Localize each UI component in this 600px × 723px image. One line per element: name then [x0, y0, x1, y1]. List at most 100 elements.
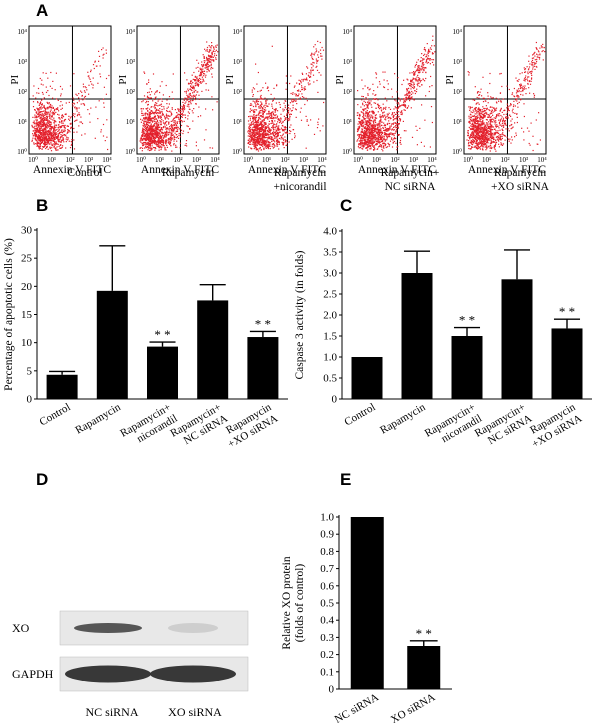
flow-dot: [392, 139, 394, 141]
flow-dot: [258, 106, 260, 108]
flow-dot: [195, 84, 197, 86]
flow-dot: [144, 143, 146, 145]
flow-dot: [169, 143, 171, 145]
flow-dot: [364, 144, 366, 146]
flow-dot: [272, 112, 274, 114]
flow-dot: [187, 96, 189, 98]
flow-dot: [41, 114, 43, 117]
flow-dot: [279, 104, 281, 106]
flow-dot: [406, 88, 408, 90]
flow-dot: [166, 130, 168, 132]
flow-dot: [78, 114, 80, 116]
flow-dot: [414, 64, 417, 66]
panel-letter-c: C: [340, 196, 353, 215]
flow-dot: [172, 134, 174, 136]
flow-dot: [412, 81, 414, 83]
flow-dot: [176, 128, 178, 130]
flow-dot: [172, 125, 174, 127]
flow-dot: [425, 55, 428, 57]
flow-dot: [414, 73, 416, 76]
flow-dot: [304, 103, 306, 106]
flow-dot: [182, 114, 184, 116]
flow-dot: [250, 130, 252, 132]
flow-dot: [39, 125, 41, 127]
flow-dot: [47, 77, 49, 79]
flow-dot: [373, 120, 375, 122]
flow-dot: [391, 137, 393, 139]
flow-dot: [289, 130, 291, 132]
flow-dot: [387, 83, 389, 85]
flow-dot: [202, 79, 204, 81]
flow-dot: [425, 59, 428, 61]
flow-dot: [51, 135, 53, 137]
flow-dot: [155, 140, 157, 142]
flow-dot: [213, 60, 215, 62]
flow-dot: [384, 145, 386, 147]
flow-dot: [274, 133, 276, 135]
flow-dot: [273, 136, 276, 138]
flow-dot: [426, 43, 428, 45]
flow-dot: [176, 130, 179, 132]
flow-dot: [260, 130, 262, 133]
flow-dot: [144, 72, 146, 74]
flow-dot: [425, 77, 427, 80]
flow-dot: [248, 146, 250, 148]
flow-dot: [44, 122, 46, 124]
flow-dot: [359, 125, 361, 127]
flow-dot: [40, 135, 42, 137]
flow-dot: [158, 145, 160, 147]
flow-dot: [403, 109, 405, 111]
flow-dot: [256, 142, 258, 144]
flow-dot: [257, 71, 259, 74]
flow-dot: [397, 134, 400, 136]
flow-dot: [361, 130, 363, 132]
flow-dot: [369, 148, 371, 150]
flow-dot: [175, 146, 177, 148]
flow-dot: [381, 140, 383, 142]
flow-dot: [363, 141, 365, 143]
flow-dot: [411, 90, 413, 93]
flow-dot: [32, 116, 34, 118]
flow-dot: [374, 116, 376, 118]
flow-dot: [60, 134, 62, 136]
flow-dot: [54, 109, 56, 111]
flow-dot: [253, 130, 255, 132]
flow-dot: [53, 139, 55, 141]
flow-dot: [284, 105, 286, 107]
flow-dot: [261, 102, 263, 104]
flow-dot: [275, 137, 277, 139]
flow-dot: [195, 141, 197, 143]
flow-dot: [162, 127, 165, 129]
flow-dot: [45, 147, 47, 150]
flow-dot: [370, 138, 372, 140]
flow-dot: [418, 77, 420, 79]
flow-dot: [366, 139, 368, 141]
flow-dot: [411, 97, 413, 99]
flow-dot: [46, 140, 49, 142]
flow-dot: [367, 101, 369, 103]
flow-dot: [33, 123, 35, 125]
flow-dot: [369, 111, 371, 113]
flow-dot: [150, 112, 153, 114]
flow-dot: [372, 116, 374, 118]
flow-dot: [105, 93, 107, 95]
flow-dot: [365, 112, 367, 114]
flow-dot: [261, 133, 264, 135]
flow-dot: [374, 130, 376, 132]
flow-dot: [362, 88, 364, 90]
flow-dot: [394, 73, 396, 75]
flow-dot: [378, 135, 380, 137]
flow-dot: [35, 117, 37, 119]
flow-dot: [53, 110, 55, 112]
flow-dot: [148, 144, 150, 146]
flow-dot: [47, 90, 49, 92]
flow-dot: [408, 90, 410, 92]
flow-dot: [288, 141, 290, 143]
flow-dot: [143, 71, 145, 73]
flow-dot: [45, 113, 47, 115]
flow-dot: [364, 126, 366, 128]
flow-dot: [43, 123, 45, 125]
flow-dot: [55, 98, 58, 100]
flow-dot: [153, 106, 155, 108]
flow-dot: [42, 132, 44, 134]
